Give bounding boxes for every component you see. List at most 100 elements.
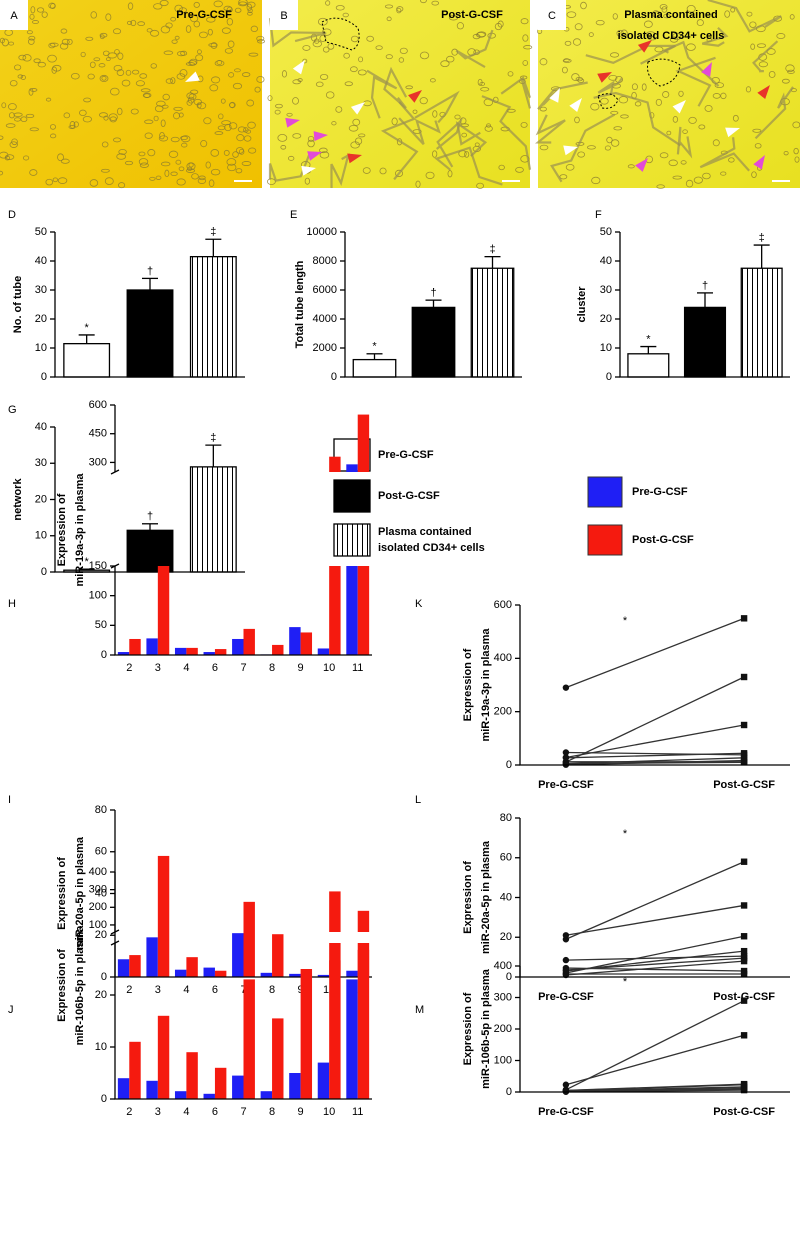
cell bbox=[565, 163, 575, 171]
x-tick-label: 2 bbox=[126, 1106, 132, 1118]
scale-bar bbox=[772, 180, 790, 182]
bar bbox=[329, 943, 341, 1099]
cell bbox=[89, 61, 96, 68]
cell bbox=[241, 72, 251, 77]
cell bbox=[350, 141, 360, 149]
cell bbox=[116, 69, 125, 76]
micrograph-background bbox=[0, 0, 262, 188]
cell bbox=[448, 15, 459, 21]
x-tick-label: 3 bbox=[155, 662, 161, 674]
axes bbox=[54, 232, 245, 378]
pair-line bbox=[565, 861, 745, 940]
cell bbox=[178, 7, 187, 13]
cell bbox=[420, 0, 427, 4]
cell bbox=[322, 46, 330, 53]
cell bbox=[173, 112, 180, 120]
bar bbox=[126, 529, 174, 573]
pair-line bbox=[565, 904, 745, 936]
cell bbox=[720, 92, 727, 100]
cell bbox=[45, 178, 54, 186]
significance-annotation: * bbox=[623, 976, 628, 988]
cell bbox=[185, 25, 192, 33]
chart-panel: D No. of tube 0 10 20 30 40 50 * † ‡ bbox=[8, 209, 245, 383]
cell bbox=[234, 68, 241, 73]
cell bbox=[131, 69, 140, 75]
y-tick-label: 8000 bbox=[313, 255, 337, 267]
panel-label: H bbox=[8, 598, 16, 610]
x-tick-label: 8 bbox=[269, 984, 275, 996]
pre-point bbox=[562, 932, 570, 939]
cell bbox=[246, 99, 255, 107]
post-point bbox=[740, 957, 748, 965]
cell bbox=[238, 1, 248, 7]
y-axis-label: Expression of bbox=[462, 648, 474, 721]
y-tick-label: 30 bbox=[35, 457, 47, 469]
cell bbox=[93, 57, 101, 62]
cell bbox=[312, 40, 322, 48]
cell bbox=[232, 151, 239, 158]
cell bbox=[232, 82, 243, 90]
bar bbox=[317, 974, 330, 977]
pair-line bbox=[565, 960, 745, 976]
bar bbox=[317, 648, 330, 655]
y-axis-label: No. of tube bbox=[12, 276, 24, 333]
cell bbox=[704, 104, 713, 112]
pre-point bbox=[562, 967, 570, 975]
cell bbox=[612, 13, 618, 20]
cell bbox=[0, 170, 4, 176]
x-tick-label: 8 bbox=[269, 1106, 275, 1118]
cell bbox=[13, 112, 23, 117]
bar bbox=[470, 267, 515, 378]
cell bbox=[36, 7, 45, 13]
cell bbox=[113, 137, 122, 143]
cell bbox=[226, 18, 234, 26]
cell bbox=[207, 28, 213, 36]
cell bbox=[520, 122, 528, 128]
cell bbox=[425, 171, 435, 180]
cell bbox=[60, 28, 68, 34]
cell bbox=[113, 64, 123, 72]
cell bbox=[162, 93, 170, 101]
x-tick-label: 11 bbox=[352, 1106, 363, 1118]
cell bbox=[702, 172, 711, 180]
cell bbox=[606, 136, 613, 144]
tube bbox=[701, 26, 729, 47]
arrow bbox=[569, 98, 582, 113]
cell bbox=[477, 78, 483, 86]
cell bbox=[214, 131, 224, 135]
cell bbox=[698, 124, 706, 130]
cell bbox=[130, 108, 139, 115]
cell bbox=[73, 121, 79, 128]
tube bbox=[398, 117, 441, 145]
cell bbox=[25, 113, 35, 119]
cell bbox=[379, 167, 387, 175]
cell bbox=[217, 125, 226, 131]
y-tick-label: 20 bbox=[600, 313, 612, 325]
cell bbox=[608, 74, 618, 81]
bar bbox=[214, 1067, 227, 1099]
cell bbox=[464, 151, 470, 158]
cell bbox=[475, 32, 486, 38]
arrow bbox=[725, 127, 740, 138]
cell bbox=[186, 92, 195, 100]
cell bbox=[45, 97, 52, 102]
tube bbox=[597, 77, 623, 95]
cell bbox=[30, 6, 36, 14]
cell bbox=[297, 78, 303, 82]
legend-label: Plasma contained bbox=[378, 526, 472, 538]
pair-line bbox=[565, 724, 745, 759]
cell bbox=[171, 39, 178, 44]
cell bbox=[126, 20, 133, 25]
tube bbox=[380, 101, 419, 181]
cell bbox=[641, 83, 647, 91]
bar bbox=[186, 1052, 198, 1099]
tube bbox=[330, 153, 350, 189]
cell bbox=[613, 126, 623, 131]
bar bbox=[346, 970, 358, 977]
y-axis-label: Expression of bbox=[56, 949, 68, 1022]
pre-point bbox=[562, 758, 570, 766]
pre-point bbox=[562, 1081, 570, 1088]
significance-marker: † bbox=[702, 280, 708, 292]
chart-panel: L Expression of miR-20a-5p in plasma 0 20 40 6… bbox=[415, 794, 790, 1003]
